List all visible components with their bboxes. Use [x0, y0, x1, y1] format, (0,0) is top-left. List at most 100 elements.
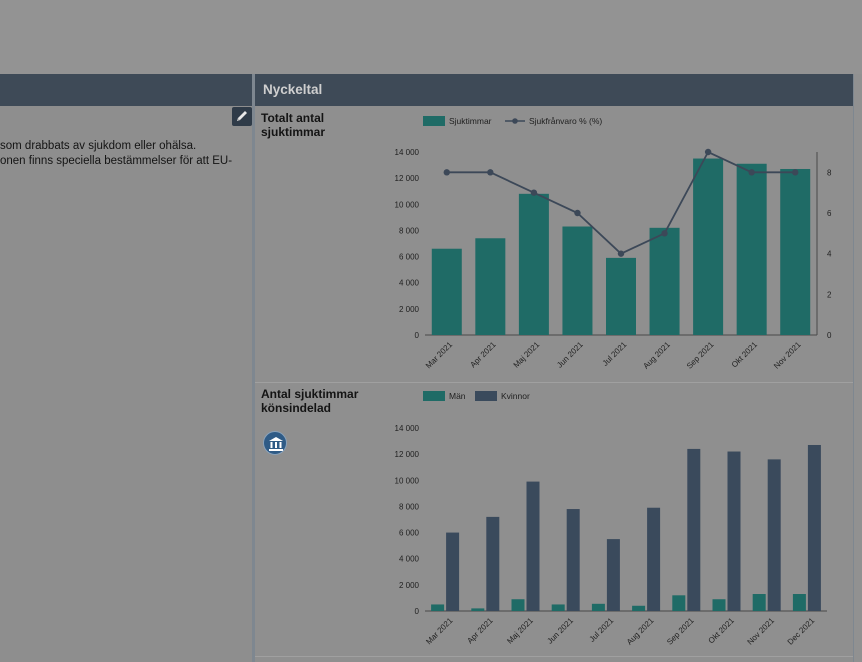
bar-sjuktimmar — [780, 168, 811, 335]
far-right-panel — [853, 74, 862, 662]
x-tick-label: Sep 2021 — [665, 616, 696, 647]
left-panel — [0, 106, 252, 662]
bar-kvinnor — [606, 539, 620, 611]
y-tick-label: 0 — [415, 607, 420, 616]
line-point-sjukfranvaro — [617, 250, 625, 257]
bar-man — [672, 595, 686, 611]
y-tick-label: 2 000 — [399, 305, 420, 314]
line-point-sjukfranvaro — [661, 230, 668, 237]
bar-sjuktimmar — [606, 257, 636, 335]
y-tick-label: 8 000 — [399, 502, 420, 511]
bar-kvinnor — [647, 507, 661, 611]
y-tick-label: 2 000 — [399, 581, 420, 590]
y-tick-label: 14 000 — [395, 424, 420, 433]
line-point-sjukfranvaro — [487, 169, 494, 176]
left-text-line: som drabbats av sjukdom eller ohälsa. — [0, 140, 197, 152]
bar-kvinnor — [767, 459, 781, 611]
institution-icon[interactable] — [263, 431, 287, 455]
bar-sjuktimmar — [649, 227, 680, 335]
panel-title: Nyckeltal — [263, 82, 323, 97]
panel-divider — [252, 74, 255, 662]
y-tick-label: 6 000 — [399, 253, 420, 262]
y-tick-label: 0 — [415, 331, 420, 340]
y-tick-label: 4 000 — [399, 555, 420, 564]
y-tick-label: 8 000 — [399, 226, 420, 235]
y2-tick-label: 0 — [827, 331, 832, 340]
bar-man — [591, 603, 605, 611]
line-point-sjukfranvaro — [704, 148, 712, 156]
bar-sjuktimmar — [431, 248, 462, 335]
x-tick-label: Maj 2021 — [505, 616, 535, 646]
left-panel-text: som drabbats av sjukdom eller ohälsa. on… — [0, 139, 250, 169]
bar-kvinnor — [446, 532, 460, 611]
y-tick-label: 14 000 — [395, 148, 420, 157]
y-tick-label: 6 000 — [399, 529, 420, 538]
legend-swatch-sjuktimmar — [423, 116, 445, 126]
legend-label-kvinnor: Kvinnor — [501, 391, 530, 401]
card-divider — [255, 382, 853, 383]
y-tick-label: 4 000 — [399, 279, 420, 288]
bar-sjuktimmar — [693, 158, 724, 335]
left-panel-header — [0, 74, 252, 106]
x-tick-label: Mar 2021 — [424, 340, 455, 371]
top-area — [0, 0, 862, 74]
bar-man — [792, 594, 806, 611]
bar-man — [752, 594, 766, 611]
bar-man — [712, 599, 726, 611]
bar-kvinnor — [486, 516, 500, 611]
x-tick-label: Jun 2021 — [555, 340, 585, 370]
charts-canvas: Sjuktimmar Sjukfrånvaro % (%) 0 2 000 4 000 6… — [395, 116, 832, 647]
card-title-gender: Antal sjuktimmar könsindelad — [261, 387, 359, 415]
bar-sjuktimmar — [562, 226, 593, 335]
y2-tick-label: 4 — [827, 250, 832, 259]
line-point-sjukfranvaro — [443, 169, 450, 176]
x-tick-label: Nov 2021 — [746, 616, 777, 647]
y-tick-label: 12 000 — [395, 450, 420, 459]
bar-kvinnor — [727, 451, 741, 611]
edit-button[interactable] — [232, 107, 252, 126]
y2-tick-label: 8 — [827, 168, 832, 177]
x-tick-label: Jul 2021 — [601, 340, 629, 368]
x-tick-label: Nov 2021 — [772, 340, 803, 371]
bar-man — [511, 599, 525, 611]
x-tick-label: Mar 2021 — [424, 616, 455, 647]
line-point-sjukfranvaro — [530, 189, 538, 196]
legend-marker-sjukfranvaro — [512, 118, 518, 124]
y2-tick-label: 2 — [827, 290, 832, 299]
line-point-sjukfranvaro — [792, 169, 799, 176]
card-divider — [255, 656, 853, 657]
bar-man — [551, 604, 565, 611]
bar-man — [431, 604, 445, 611]
bar-man — [632, 605, 646, 611]
bar-sjuktimmar — [518, 193, 549, 335]
y-tick-label: 10 000 — [395, 476, 420, 485]
y2-tick-label: 6 — [827, 209, 832, 218]
card-title-total: Totalt antal sjuktimmar — [261, 111, 326, 139]
bar-kvinnor — [526, 481, 540, 611]
x-tick-label: Jul 2021 — [588, 616, 616, 644]
bar-man — [471, 608, 485, 611]
x-tick-label: Apr 2021 — [465, 616, 495, 646]
x-tick-label: Apr 2021 — [468, 340, 498, 370]
bar-kvinnor — [687, 448, 701, 611]
x-tick-label: Okt 2021 — [707, 616, 737, 646]
legend-swatch-kvinnor — [475, 391, 497, 401]
x-tick-label: Okt 2021 — [730, 340, 760, 370]
pencil-icon — [237, 111, 247, 121]
x-tick-label: Aug 2021 — [641, 340, 672, 371]
legend-label-sjukfranvaro: Sjukfrånvaro % (%) — [529, 116, 602, 126]
bar-sjuktimmar — [475, 238, 506, 335]
right-panel-header: Nyckeltal — [255, 74, 853, 106]
x-tick-label: Jun 2021 — [545, 616, 575, 646]
bar-kvinnor — [807, 444, 821, 611]
legend-label-man: Män — [449, 391, 466, 401]
left-text-line: onen finns speciella bestämmelser för at… — [0, 155, 233, 167]
legend-label-sjuktimmar: Sjuktimmar — [449, 116, 492, 126]
line-point-sjukfranvaro — [574, 209, 581, 217]
y-tick-label: 12 000 — [395, 174, 420, 183]
legend-swatch-man — [423, 391, 445, 401]
bar-sjuktimmar — [736, 163, 767, 335]
x-tick-label: Dec 2021 — [786, 616, 817, 647]
bar-kvinnor — [566, 509, 580, 611]
x-tick-label: Maj 2021 — [512, 340, 542, 370]
